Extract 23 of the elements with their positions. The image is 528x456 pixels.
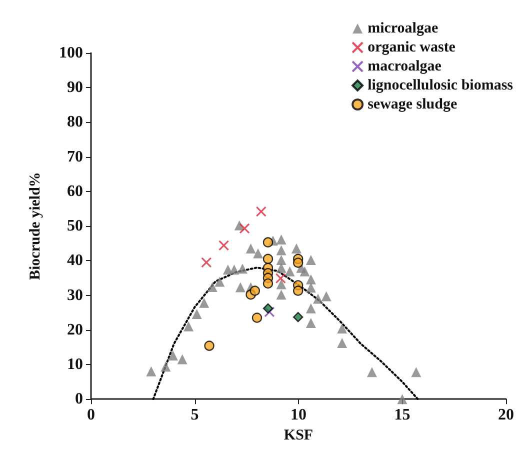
y-tick-label: 40 <box>67 252 83 270</box>
legend-label: microalgae <box>368 20 438 36</box>
legend-label: lignocellulosic biomass <box>368 78 514 94</box>
x-tick-label: 10 <box>290 406 306 424</box>
y-tick-label: 80 <box>67 114 83 131</box>
x-tick-label: 15 <box>394 406 410 424</box>
y-tick-label: 100 <box>59 44 83 62</box>
y-tick-label: 50 <box>67 218 83 235</box>
y-tick-label: 10 <box>67 356 83 373</box>
x-tick-label: 20 <box>498 406 514 424</box>
y-tick-label: 60 <box>67 182 83 200</box>
legend-label: macroalgae <box>368 58 442 74</box>
legend-label: sewage sludge <box>368 96 458 112</box>
x-axis-title: KSF <box>284 428 314 444</box>
y-tick-label: 0 <box>75 390 83 408</box>
y-tick-label: 70 <box>67 148 83 166</box>
legend-label: organic waste <box>368 40 456 56</box>
y-axis-title: Biocrude yield% <box>28 172 44 280</box>
y-tick-label: 20 <box>67 321 83 338</box>
y-tick-label: 90 <box>67 79 83 96</box>
x-tick-label: 5 <box>190 406 199 424</box>
y-tick-label: 30 <box>67 286 83 304</box>
x-tick-label: 0 <box>87 406 95 424</box>
